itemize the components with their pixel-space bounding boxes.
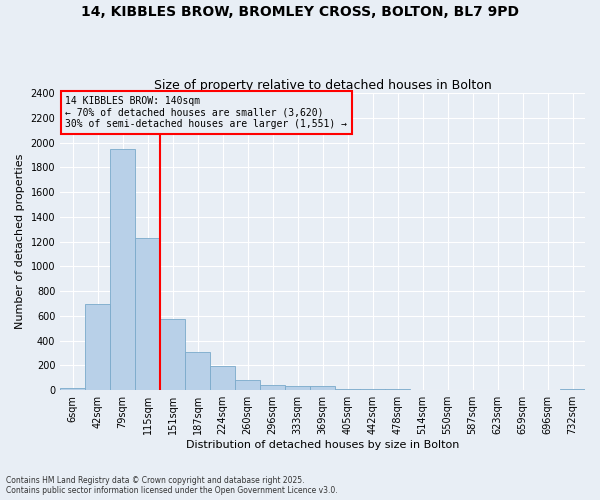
Bar	[335, 389, 360, 390]
Bar	[135, 238, 160, 390]
Bar	[60, 388, 85, 390]
Text: 14 KIBBLES BROW: 140sqm
← 70% of detached houses are smaller (3,620)
30% of semi: 14 KIBBLES BROW: 140sqm ← 70% of detache…	[65, 96, 347, 130]
Y-axis label: Number of detached properties: Number of detached properties	[15, 154, 25, 330]
Bar	[110, 149, 135, 390]
Bar	[160, 319, 185, 390]
X-axis label: Distribution of detached houses by size in Bolton: Distribution of detached houses by size …	[186, 440, 459, 450]
Title: Size of property relative to detached houses in Bolton: Size of property relative to detached ho…	[154, 79, 491, 92]
Bar	[285, 386, 310, 390]
Bar	[385, 388, 410, 390]
Bar	[185, 352, 210, 390]
Bar	[85, 304, 110, 390]
Bar	[210, 366, 235, 390]
Bar	[360, 389, 385, 390]
Bar	[310, 386, 335, 390]
Text: 14, KIBBLES BROW, BROMLEY CROSS, BOLTON, BL7 9PD: 14, KIBBLES BROW, BROMLEY CROSS, BOLTON,…	[81, 5, 519, 19]
Bar	[260, 385, 285, 390]
Bar	[235, 380, 260, 390]
Text: Contains HM Land Registry data © Crown copyright and database right 2025.
Contai: Contains HM Land Registry data © Crown c…	[6, 476, 338, 495]
Bar	[560, 389, 585, 390]
